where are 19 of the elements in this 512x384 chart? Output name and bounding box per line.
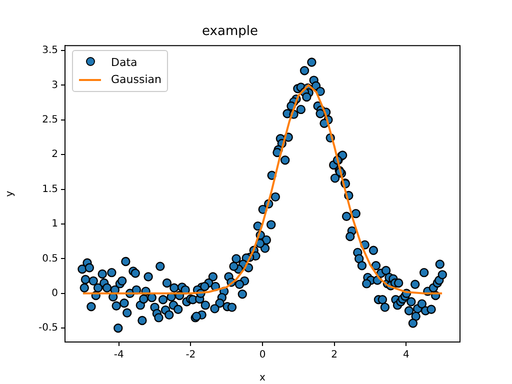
y-tick-label: -0.5	[38, 322, 58, 334]
y-tick-label: 0	[52, 288, 58, 300]
legend-label: Data	[111, 56, 138, 69]
x-tick-label: 4	[402, 350, 410, 361]
x-axis-title: x	[260, 372, 266, 384]
y-tick-label: 3.5	[42, 45, 58, 56]
y-tick-label: 1.5	[42, 184, 58, 195]
y-tick-label: 2.5	[42, 114, 58, 126]
x-tick-label: 2	[331, 350, 338, 361]
x-tick-label: -2	[186, 350, 196, 361]
y-tick-label: 1	[52, 218, 58, 230]
y-tick-label: 3	[52, 80, 58, 91]
chart-title: example	[202, 24, 258, 40]
y-tick-label: 2	[52, 149, 58, 160]
y-axis-title: y	[4, 190, 16, 197]
legend-label: Gaussian	[111, 73, 162, 86]
y-tick-label: 0.5	[42, 253, 58, 264]
x-tick-label: 0	[259, 350, 266, 361]
x-tick-label: -4	[114, 350, 124, 361]
